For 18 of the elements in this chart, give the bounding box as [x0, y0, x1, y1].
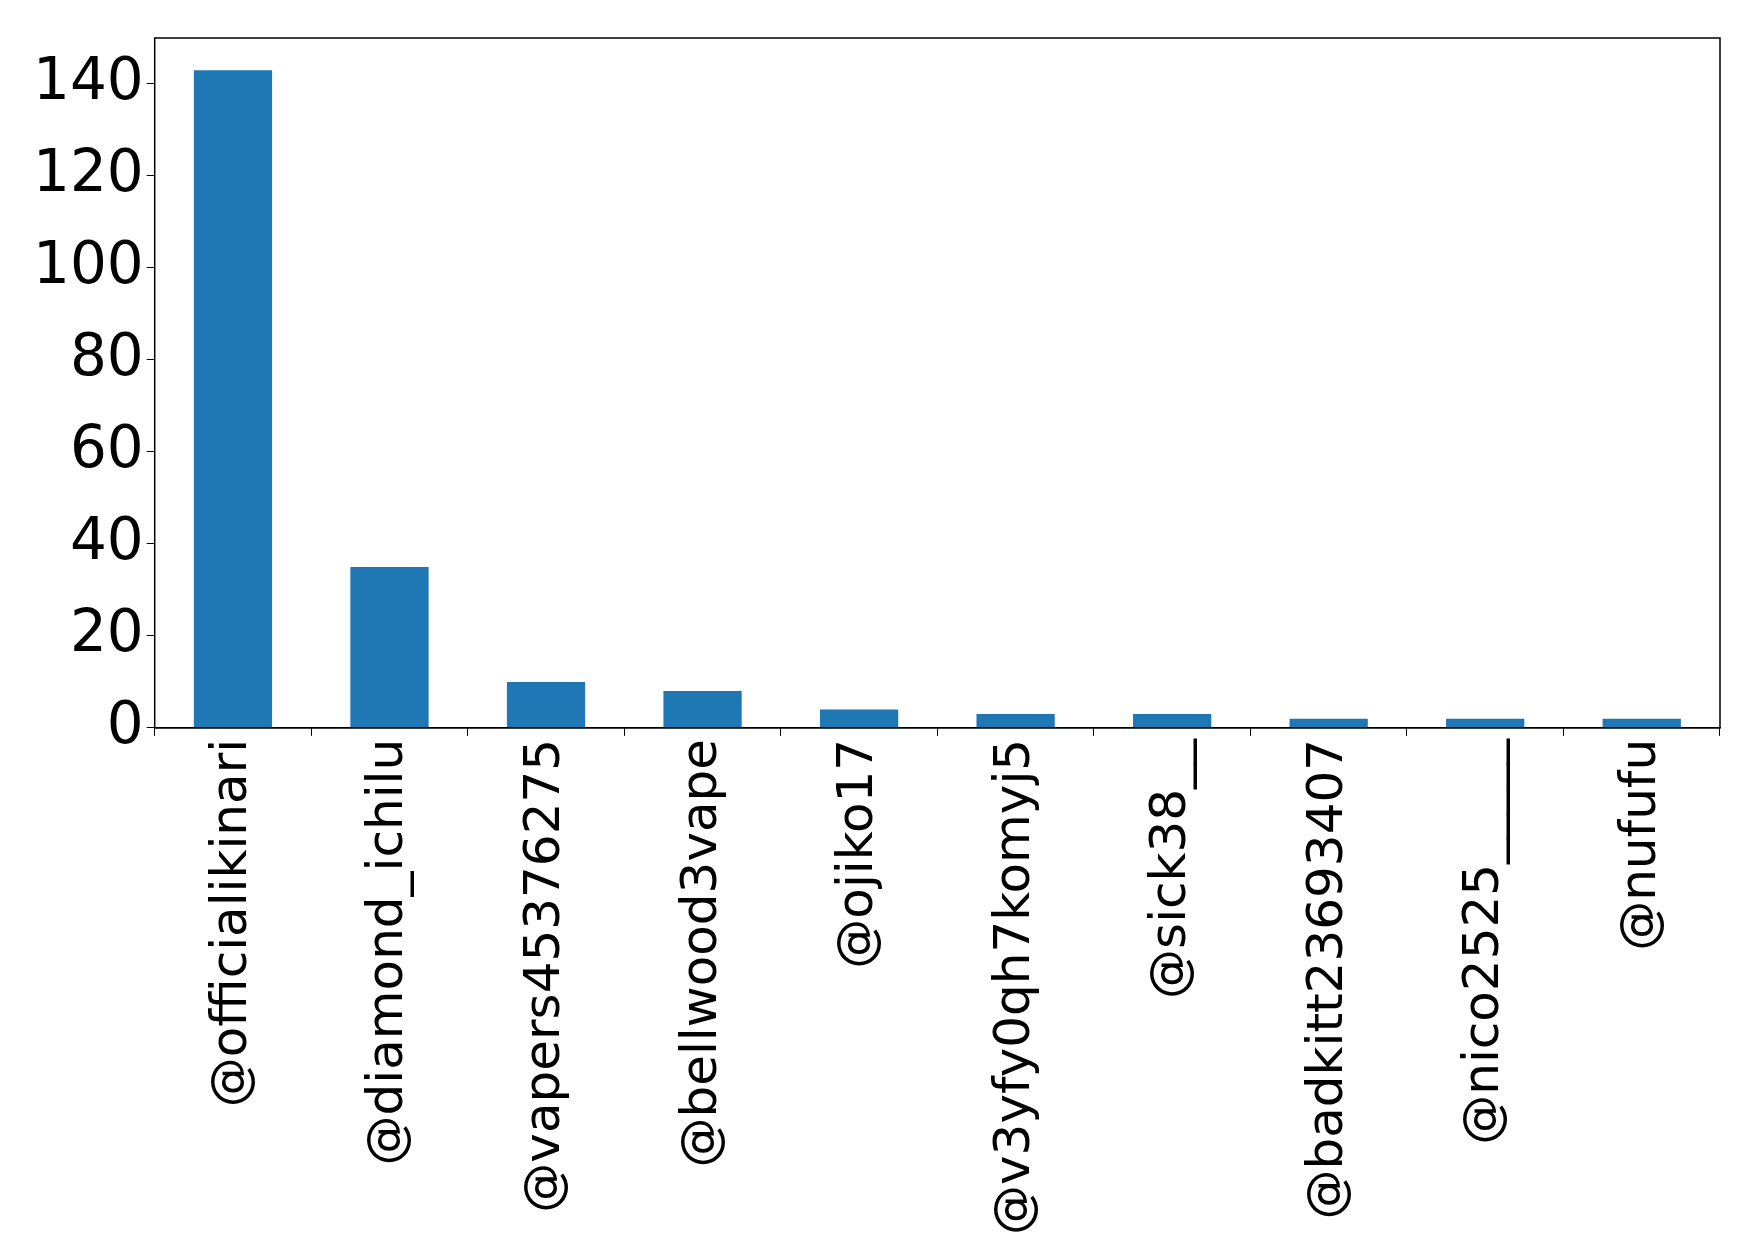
y-tick-label: 20 — [69, 596, 144, 665]
x-tick-label: @badkitt23693407 — [1295, 738, 1354, 1220]
x-tick-label: @officialikinari — [199, 738, 258, 1108]
x-tick-label: @diamond_ichilu — [356, 738, 415, 1166]
x-tick-label: @ojiko17 — [826, 738, 885, 969]
x-tick-label: @bellwood3vape — [669, 738, 728, 1168]
y-tick-label: 100 — [32, 229, 144, 298]
y-tick-label: 40 — [69, 504, 144, 573]
y-tick-label: 80 — [69, 321, 144, 390]
y-tick-label: 140 — [32, 45, 144, 114]
x-tick-label: @nufufu — [1608, 738, 1667, 951]
x-tick-label: @v3yfy0qh7komyj5 — [982, 738, 1041, 1236]
y-tick-label: 120 — [32, 137, 144, 206]
y-tick-label: 0 — [106, 688, 144, 757]
y-tick-label: 60 — [69, 412, 144, 481]
x-tick-label: @vapers45376275 — [513, 738, 572, 1213]
x-tick-label: @nico2525_____ — [1452, 737, 1511, 1145]
x-tick-label: @sick38__ — [1139, 737, 1198, 999]
